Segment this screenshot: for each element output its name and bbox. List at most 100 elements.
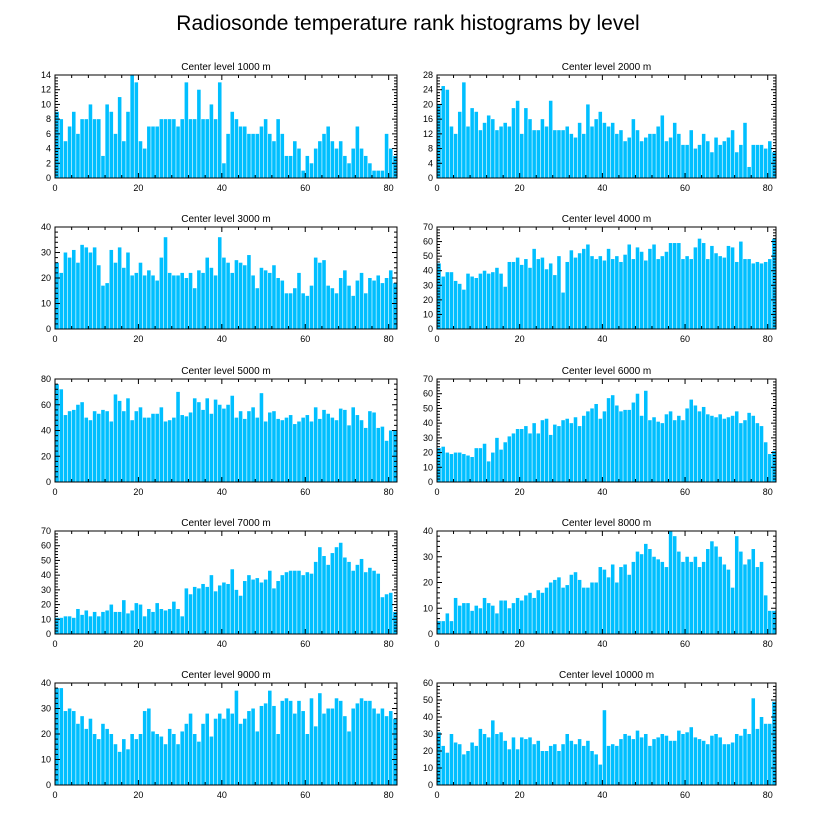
bar	[466, 603, 470, 634]
bar	[372, 280, 376, 329]
bar	[55, 617, 59, 634]
bar	[151, 611, 155, 634]
bar	[582, 415, 586, 482]
bar	[763, 442, 768, 482]
bar	[511, 737, 516, 785]
bar	[242, 581, 247, 634]
bar	[109, 734, 114, 785]
bar	[80, 119, 84, 178]
bar	[681, 420, 685, 482]
bar	[388, 148, 393, 178]
bar	[627, 735, 631, 785]
bar	[507, 436, 512, 482]
y-tick-label: 20	[41, 451, 51, 461]
bar	[134, 603, 139, 634]
y-tick-label: 14	[41, 70, 51, 80]
bar	[101, 155, 105, 178]
bar	[347, 731, 351, 785]
bar	[553, 275, 557, 329]
y-tick-label: 24	[423, 85, 433, 95]
bar	[569, 740, 574, 785]
bar	[297, 700, 301, 785]
bar	[491, 119, 495, 178]
bar	[205, 713, 210, 785]
bar	[88, 104, 93, 178]
bar	[351, 708, 355, 785]
bar	[363, 155, 368, 178]
bar	[668, 243, 673, 329]
bar	[466, 455, 470, 482]
x-tick-label: 60	[300, 334, 310, 344]
bar	[598, 764, 603, 785]
x-tick-label: 80	[384, 183, 394, 193]
y-tick-label: 8	[428, 144, 433, 154]
bar	[388, 592, 393, 634]
bar	[495, 130, 499, 178]
bar	[159, 736, 164, 785]
bar	[301, 575, 305, 634]
bar	[217, 585, 222, 634]
bar	[209, 413, 214, 482]
bar	[142, 417, 147, 483]
bar	[478, 608, 483, 634]
bar	[288, 415, 293, 482]
bar	[437, 104, 441, 178]
bar	[462, 603, 466, 634]
bar	[511, 603, 516, 634]
bar	[268, 412, 272, 482]
y-tick-label: 50	[423, 251, 433, 261]
y-tick-label: 10	[423, 462, 433, 472]
bar	[664, 414, 669, 482]
bar	[384, 440, 389, 482]
x-tick-label: 40	[597, 487, 607, 497]
bar	[759, 561, 764, 634]
bar	[188, 713, 193, 785]
bar	[701, 133, 706, 178]
bar	[384, 716, 389, 785]
bar	[532, 744, 536, 785]
bar	[615, 405, 619, 482]
panel-title: Center level 6000 m	[562, 366, 652, 377]
bar	[172, 601, 176, 634]
bar	[71, 617, 76, 634]
bar	[222, 718, 226, 785]
bar	[338, 700, 343, 785]
bar	[251, 133, 255, 178]
bar	[280, 280, 285, 329]
bar	[466, 751, 470, 785]
bar	[449, 272, 454, 329]
bar	[313, 257, 318, 329]
bar	[347, 285, 351, 329]
bar	[470, 456, 474, 482]
bar	[768, 723, 772, 785]
bar	[519, 429, 524, 482]
y-tick-label: 30	[423, 433, 433, 443]
bar	[297, 272, 301, 329]
bar	[338, 141, 343, 178]
panel-title: Center level 4000 m	[562, 214, 652, 225]
bar	[768, 610, 772, 634]
bar	[63, 252, 68, 329]
bar	[693, 148, 698, 178]
bar	[536, 590, 541, 634]
bar	[322, 409, 326, 482]
bar	[176, 391, 180, 483]
bar	[457, 452, 462, 482]
bar	[718, 256, 722, 329]
bar	[330, 417, 335, 483]
bar	[602, 569, 607, 635]
bar	[755, 261, 760, 329]
bar	[590, 582, 594, 634]
bars	[437, 531, 776, 635]
bar	[205, 119, 210, 178]
bar	[97, 119, 101, 178]
bar	[532, 597, 536, 634]
x-tick-label: 0	[52, 639, 57, 649]
bar	[276, 581, 280, 634]
bar	[594, 119, 598, 178]
x-tick-label: 0	[434, 790, 439, 800]
bar	[730, 247, 735, 329]
bar	[247, 575, 251, 634]
bar	[474, 448, 479, 482]
bar	[548, 745, 553, 785]
